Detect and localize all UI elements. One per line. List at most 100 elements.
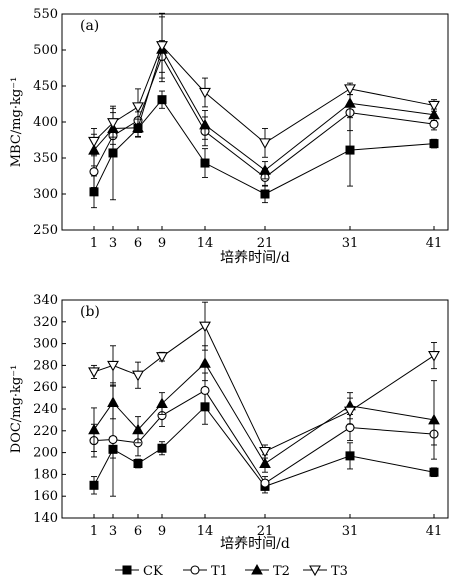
data-point — [429, 139, 439, 149]
data-point — [428, 351, 440, 362]
data-point — [345, 422, 355, 433]
series-line — [93, 362, 435, 465]
data-point — [345, 145, 355, 155]
data-point — [89, 187, 99, 197]
data-point — [200, 158, 210, 168]
legend-entry-CK: CK — [115, 564, 163, 579]
legend-marker — [190, 565, 200, 575]
panel-label: (a) — [80, 18, 99, 34]
data-point — [428, 108, 440, 120]
y-tick-label: 240 — [33, 402, 58, 417]
data-point — [132, 423, 144, 435]
x-axis-label: 培养时间/d — [220, 250, 290, 266]
data-point — [107, 396, 119, 407]
data-point — [199, 118, 211, 130]
data-point — [259, 446, 271, 458]
x-tick-label: 6 — [134, 524, 142, 539]
x-tick-label: 31 — [342, 236, 359, 251]
legend-label: T2 — [273, 564, 290, 579]
series-line — [93, 406, 435, 487]
y-tick-label: 280 — [33, 358, 58, 373]
y-tick-label: 550 — [33, 7, 58, 22]
data-point — [88, 136, 100, 148]
data-point — [428, 413, 440, 425]
data-point — [88, 423, 100, 435]
legend-marker — [309, 565, 321, 577]
data-point — [200, 385, 210, 396]
legend-label: CK — [143, 564, 163, 579]
y-tick-label: 450 — [33, 79, 58, 94]
panel-label: (b) — [80, 304, 100, 320]
legend-entry-T2: T2 — [245, 563, 290, 579]
data-point — [345, 451, 355, 461]
data-point — [89, 480, 99, 490]
data-point — [260, 478, 270, 488]
y-axis-label: MBC/mg·kg⁻¹ — [9, 77, 24, 168]
legend-entry-T3: T3 — [303, 564, 348, 579]
plot-frame — [61, 299, 449, 519]
y-tick-label: 250 — [33, 223, 58, 238]
data-point — [156, 397, 168, 409]
x-tick-label: 1 — [90, 524, 98, 539]
data-point — [133, 459, 143, 468]
data-point — [157, 95, 167, 105]
legend-label: T3 — [331, 564, 348, 579]
data-point — [344, 97, 356, 108]
y-tick-label: 500 — [33, 43, 58, 58]
y-axis-label: DOC/mg·kg⁻¹ — [9, 365, 24, 453]
x-tick-label: 41 — [426, 524, 443, 539]
series-T3 — [88, 301, 440, 459]
plot-frame — [61, 13, 449, 231]
data-point — [344, 84, 356, 96]
x-tick-label: 21 — [257, 524, 274, 539]
y-tick-label: 260 — [33, 380, 58, 395]
x-tick-label: 9 — [158, 524, 166, 539]
data-point — [132, 370, 144, 382]
series-line — [93, 48, 435, 171]
y-tick-label: 350 — [33, 151, 58, 166]
data-point — [199, 87, 211, 99]
panel-a: 250 300 350 400 450 500 550 1 3 6 9 14 21 31 41 培养时间/d M… — [9, 7, 449, 266]
x-tick-label: 3 — [109, 524, 117, 539]
y-tick-label: 200 — [33, 446, 58, 461]
data-point — [157, 443, 167, 453]
x-tick-label: 31 — [342, 524, 359, 539]
data-point — [107, 360, 119, 372]
y-tick-label: 300 — [33, 337, 58, 352]
data-point — [429, 119, 439, 129]
data-point — [199, 321, 211, 333]
y-tick-label: 300 — [33, 187, 58, 202]
y-tick-label: 400 — [33, 115, 58, 130]
data-point — [107, 118, 119, 129]
x-tick-label: 14 — [197, 524, 214, 539]
series-line — [93, 389, 435, 484]
y-tick-label: 340 — [33, 293, 58, 308]
data-point — [259, 164, 271, 175]
x-tick-label: 21 — [257, 236, 274, 251]
y-tick-label: 160 — [33, 489, 58, 504]
data-point — [108, 434, 118, 445]
data-point — [259, 138, 271, 150]
data-point — [88, 367, 100, 379]
data-point — [89, 167, 99, 177]
data-point — [132, 102, 144, 114]
data-point — [259, 457, 271, 468]
y-tick-label: 140 — [33, 511, 58, 526]
x-tick-label: 9 — [158, 236, 166, 251]
x-tick-label: 41 — [426, 236, 443, 251]
legend-entry-T1: T1 — [183, 564, 228, 579]
series-T1 — [89, 372, 439, 497]
data-point — [156, 41, 168, 52]
y-tick-label: 220 — [33, 424, 58, 439]
x-tick-label: 6 — [134, 236, 142, 251]
data-point — [199, 357, 211, 368]
legend-marker — [122, 565, 132, 575]
x-tick-label: 14 — [197, 236, 214, 251]
data-point — [429, 467, 439, 477]
legend-label: T1 — [211, 564, 228, 579]
legend-marker — [251, 563, 263, 575]
data-point — [156, 352, 168, 363]
x-tick-label: 1 — [90, 236, 98, 251]
y-tick-label: 320 — [33, 315, 58, 330]
y-tick-label: 180 — [33, 467, 58, 482]
